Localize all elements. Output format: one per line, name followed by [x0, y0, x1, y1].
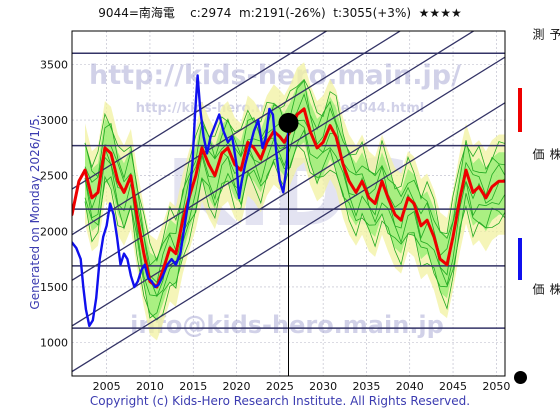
x-tick-label: 2010 — [136, 380, 164, 393]
y-tick-label: 2500 — [40, 170, 68, 183]
stock-code-name: 9044=南海電 — [98, 6, 175, 20]
y-tick-label: 3000 — [40, 114, 68, 127]
forecast-scenario-line — [84, 144, 505, 321]
trend-channel-line — [72, 31, 402, 236]
x-tick-label: 2025 — [266, 380, 294, 393]
forecast-scenario-line — [84, 121, 505, 297]
x-tick-label: 2005 — [93, 380, 121, 393]
current-price: c:2974 — [190, 6, 232, 20]
legend-swatch-history — [518, 238, 522, 280]
legend-dot-latest — [514, 371, 527, 384]
x-tick-label: 2035 — [352, 380, 380, 393]
y-tick-label: 1500 — [40, 281, 68, 294]
chart-header: 9044=南海電 c:2974 m:2191(-26%) t:3055(+3%)… — [0, 4, 560, 21]
y-tick-label: 3500 — [40, 58, 68, 71]
x-tick-label: 2030 — [309, 380, 337, 393]
y-tick-label: 2000 — [40, 225, 68, 238]
copyright: Copyright (c) Kids-Hero Research Institu… — [89, 394, 471, 408]
x-tick-label: 2050 — [482, 380, 510, 393]
y-tick-label: 1000 — [40, 337, 68, 350]
x-tick-label: 2045 — [439, 380, 467, 393]
legend-label-forecast: ＡＩ予測 — [531, 28, 560, 40]
legend: ＡＩ予測 過去の株価 最新の株価 — [514, 28, 560, 384]
forecast-scenario-line — [84, 78, 505, 263]
history-price-line — [72, 74, 290, 328]
x-tick-label: 2020 — [223, 380, 251, 393]
target-price: t:3055(+3%) — [333, 6, 412, 20]
x-tick-label: 2015 — [179, 380, 207, 393]
x-tick-label: 2040 — [396, 380, 424, 393]
rating-stars: ★★★★ — [418, 6, 462, 20]
model-price: m:2191(-26%) — [239, 6, 326, 20]
legend-label-latest: 最新の株価 — [531, 283, 560, 295]
plot-frame — [71, 30, 506, 377]
legend-label-history: 過去の株価 — [531, 148, 560, 160]
latest-price-marker — [278, 112, 299, 133]
legend-swatch-forecast — [518, 88, 522, 132]
trend-channel-line — [72, 31, 328, 190]
forecast-scenario-line — [84, 80, 505, 267]
watermark-email: info@kids-hero.main.jp — [130, 311, 444, 339]
forecast-band-outer — [85, 62, 505, 341]
